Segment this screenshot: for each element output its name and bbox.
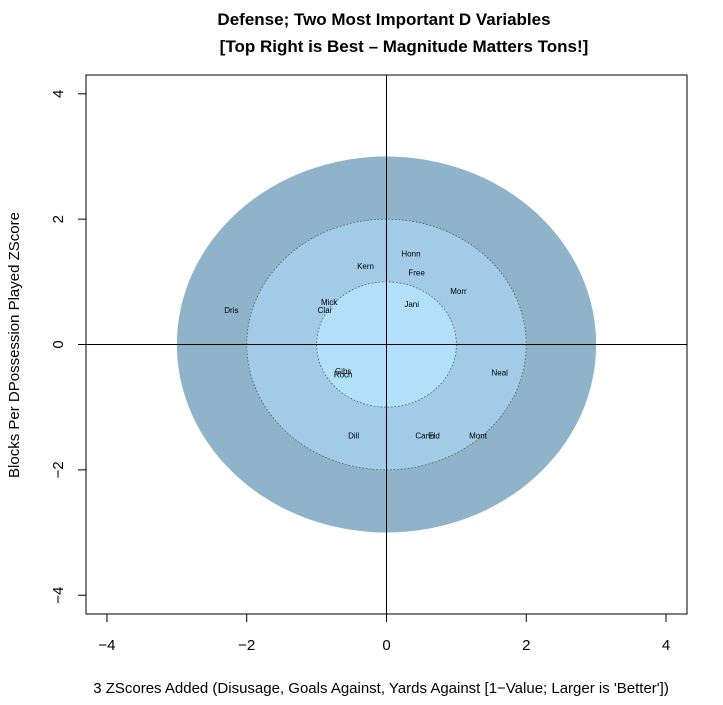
x-axis: −4 −2 0 2 4	[98, 613, 670, 654]
chart-subtitle: [Top Right is Best – Magnitude Matters T…	[220, 37, 589, 56]
y-tick-label: 0	[50, 340, 67, 348]
point-label-cann: Cann	[415, 431, 434, 440]
y-axis: −4 −2 0 2 4	[50, 90, 87, 604]
point-label-eld: Eld	[428, 431, 440, 440]
x-tick-label: 0	[382, 637, 390, 654]
point-label-neal: Neal	[491, 369, 508, 378]
y-tick-label: 4	[50, 90, 67, 98]
x-tick-label: 4	[662, 637, 670, 654]
point-label-free: Free	[408, 268, 425, 277]
point-label-jani: Jani	[404, 300, 419, 309]
point-label-dris: Dris	[224, 306, 238, 315]
x-axis-label: 3 ZScores Added (Disusage, Goals Against…	[93, 680, 669, 697]
point-label-honn: Honn	[401, 250, 420, 259]
point-label-morr: Morr	[450, 287, 467, 296]
y-tick-label: 2	[50, 215, 67, 223]
y-tick-label: −2	[50, 461, 67, 478]
chart-title: Defense; Two Most Important D Variables	[217, 10, 550, 29]
y-axis-label: Blocks Per DPossession Played ZScore	[6, 212, 23, 478]
reference-lines	[86, 75, 687, 614]
point-label-clar: Clar	[318, 306, 333, 315]
x-tick-label: −2	[238, 637, 255, 654]
x-tick-label: 2	[522, 637, 530, 654]
point-label-mick: Mick	[321, 298, 338, 307]
point-label-roch: Roch	[334, 371, 353, 380]
point-label-kern: Kern	[357, 262, 374, 271]
y-tick-label: −4	[50, 587, 67, 604]
point-label-gibs: Gibs	[335, 367, 351, 376]
x-tick-label: −4	[98, 637, 115, 654]
point-label-mont: Mont	[469, 431, 488, 440]
data-points: Honn Kern Free Morr Mick Jani Clar Dris GibsRoch…	[224, 250, 508, 441]
point-label-dill: Dill	[348, 431, 359, 440]
